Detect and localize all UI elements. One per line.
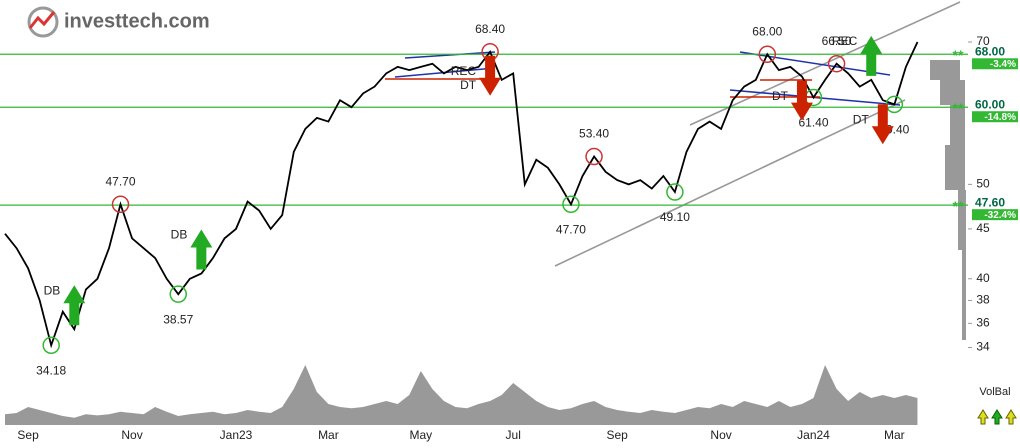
volume-icons xyxy=(977,409,1017,425)
x-tick-label: Sep xyxy=(606,428,628,442)
signal-label: REC xyxy=(451,64,477,78)
point-label: 49.10 xyxy=(660,210,690,224)
y-tick-label: 36 xyxy=(976,315,990,329)
signal-label: DT xyxy=(853,112,870,126)
level-marker: ** xyxy=(953,198,964,214)
level-change-box xyxy=(972,111,1018,123)
level-change: -32.4% xyxy=(984,210,1016,221)
level-change-box xyxy=(972,58,1018,70)
level-label: 60.00 xyxy=(975,97,1005,111)
signal-label: DB xyxy=(44,283,61,297)
point-label: 34.18 xyxy=(36,363,66,377)
x-tick-label: Jan23 xyxy=(220,428,253,442)
signal-label: DT xyxy=(772,89,789,103)
point-label: 38.57 xyxy=(163,312,193,326)
x-tick-label: Nov xyxy=(710,428,731,442)
y-tick-label: 40 xyxy=(976,271,990,285)
trend-line xyxy=(404,51,496,59)
signal-label: REC xyxy=(832,34,858,48)
point-circle xyxy=(111,195,130,214)
y-tick-label: 45 xyxy=(976,221,990,235)
point-label: 53.40 xyxy=(579,127,609,141)
signal-arrow xyxy=(479,55,502,96)
point-circle xyxy=(42,336,60,355)
point-label: 61.40 xyxy=(798,116,828,130)
y-tick-label: 70 xyxy=(976,34,990,48)
signal-arrow xyxy=(190,229,213,270)
signal-arrow xyxy=(790,80,813,121)
y-tick-label: 38 xyxy=(976,293,990,307)
point-circle xyxy=(585,147,603,166)
level-marker: ** xyxy=(953,100,964,116)
point-label: 47.70 xyxy=(105,174,135,188)
point-label: 66.50 xyxy=(822,34,852,48)
signal-label: DT xyxy=(460,78,477,92)
point-circle xyxy=(169,285,187,303)
channel-line xyxy=(554,99,906,267)
volume-profile xyxy=(930,60,966,340)
price-line xyxy=(4,41,919,349)
point-label: 47.70 xyxy=(556,222,586,236)
volume-area xyxy=(5,365,918,425)
trend-line xyxy=(739,51,891,76)
point-circle xyxy=(562,195,580,214)
level-label: 68.00 xyxy=(975,44,1005,58)
signal-label: DB xyxy=(171,228,188,242)
level-change-box xyxy=(972,209,1018,221)
logo-arrow xyxy=(28,11,56,29)
x-tick-label: Jul xyxy=(506,428,521,442)
level-change: -14.8% xyxy=(984,112,1016,123)
volume-label: VolBal xyxy=(979,386,1010,398)
x-tick-label: Nov xyxy=(121,428,142,442)
signal-arrow xyxy=(860,35,883,76)
brand: investtech.com xyxy=(64,10,210,32)
level-label: 47.60 xyxy=(975,195,1005,209)
signal-arrow xyxy=(63,285,86,326)
y-tick-label: 50 xyxy=(976,177,990,191)
y-tick-label: 34 xyxy=(976,340,990,354)
level-change: -3.4% xyxy=(990,59,1016,70)
logo: investtech.com xyxy=(27,6,210,38)
point-label: 68.40 xyxy=(475,22,505,36)
logo-ring xyxy=(27,6,59,38)
point-circle xyxy=(827,54,846,73)
signal-arrow xyxy=(871,104,894,145)
x-tick-label: Sep xyxy=(17,428,39,442)
point-label: 68.00 xyxy=(752,24,782,38)
x-tick-label: May xyxy=(409,428,432,442)
x-tick-label: Jan24 xyxy=(797,428,830,442)
x-tick-label: Mar xyxy=(884,428,905,442)
x-tick-label: Mar xyxy=(318,428,339,442)
point-circle xyxy=(666,183,684,201)
channel-line xyxy=(689,1,961,126)
point-circle xyxy=(758,45,777,64)
level-marker: ** xyxy=(953,47,964,63)
